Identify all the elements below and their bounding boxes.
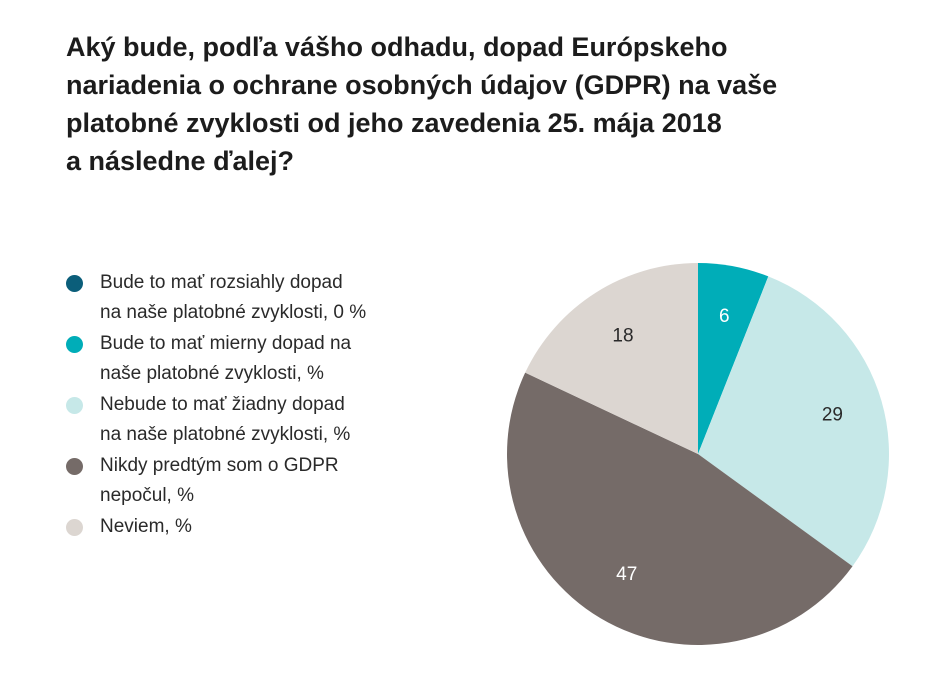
legend-label: Bude to mať mierny dopad na	[100, 333, 352, 354]
legend-label: Bude to mať rozsiahly dopad	[100, 272, 343, 293]
chart-legend: Bude to mať rozsiahly dopad na naše plat…	[66, 268, 426, 543]
chart-title: Aký bude, podľa vášho odhadu, dopad Euró…	[66, 28, 886, 180]
pie-slice-label-2: 29	[822, 404, 843, 425]
legend-label: nepočul, %	[100, 485, 195, 506]
pie-labels: 6 29 47 18	[612, 306, 843, 585]
chart-title-line: a následne ďalej?	[66, 146, 294, 176]
pie-slice-label-3: 47	[616, 564, 637, 585]
chart-title-line: platobné zvyklosti od jeho zavedenia 25.…	[66, 108, 722, 138]
legend-swatch	[66, 275, 83, 292]
pie-slice-3	[507, 372, 853, 645]
pie-slice-label-1: 6	[719, 306, 730, 327]
legend-item-no-impact: Nebude to mať žiadny dopad na naše plato…	[66, 390, 426, 450]
legend-swatch	[66, 397, 83, 414]
legend-swatch	[66, 519, 83, 536]
chart-title-line: Aký bude, podľa vášho odhadu, dopad Euró…	[66, 32, 728, 62]
legend-label: naše platobné zvyklosti, %	[100, 363, 324, 384]
legend-swatch	[66, 336, 83, 353]
pie-slices	[507, 263, 890, 645]
legend-label: na naše platobné zvyklosti, %	[100, 424, 351, 445]
pie-slice-1	[698, 263, 769, 454]
chart-title-line: nariadenia o ochrane osobných údajov (GD…	[66, 70, 778, 100]
pie-slice-4	[525, 263, 698, 454]
legend-item-extensive-impact: Bude to mať rozsiahly dopad na naše plat…	[66, 268, 426, 328]
pie-chart: 6 29 47 18	[507, 263, 890, 645]
legend-item-dont-know: Neviem, %	[66, 512, 426, 542]
legend-label: Nebude to mať žiadny dopad	[100, 394, 345, 415]
legend-label: Nikdy predtým som o GDPR	[100, 455, 339, 476]
legend-item-mild-impact: Bude to mať mierny dopad na naše platobn…	[66, 329, 426, 389]
legend-label: na naše platobné zvyklosti, 0 %	[100, 302, 367, 323]
legend-swatch	[66, 458, 83, 475]
pie-slice-2	[698, 276, 890, 567]
legend-label: Neviem, %	[100, 516, 192, 537]
legend-item-never-heard: Nikdy predtým som o GDPR nepočul, %	[66, 451, 426, 511]
pie-slice-label-4: 18	[612, 325, 633, 346]
